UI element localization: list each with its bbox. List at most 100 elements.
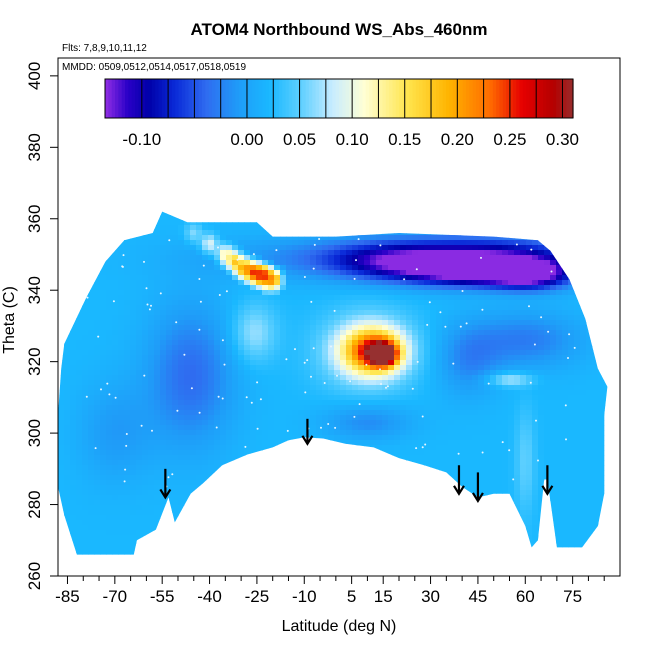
heatmap-cell <box>184 215 191 221</box>
heatmap-cell <box>352 385 359 391</box>
heatmap-cell <box>220 250 227 256</box>
heatmap-cell <box>616 320 623 326</box>
heatmap-cell <box>196 275 203 281</box>
heatmap-cell <box>334 280 341 286</box>
heatmap-cell <box>610 400 617 406</box>
heatmap-cell <box>478 375 485 381</box>
heatmap-cell <box>160 295 167 301</box>
heatmap-cell <box>334 385 341 391</box>
heatmap-cell <box>376 350 383 356</box>
heatmap-cell <box>298 350 305 356</box>
heatmap-cell <box>286 360 293 366</box>
heatmap-cell <box>520 211 527 216</box>
heatmap-cell <box>256 315 263 321</box>
heatmap-cell <box>322 225 329 231</box>
heatmap-cell <box>94 300 101 306</box>
heatmap-cell <box>592 215 599 221</box>
heatmap-cell <box>226 390 233 396</box>
heatmap-cell <box>568 445 575 451</box>
heatmap-cell <box>526 295 533 301</box>
heatmap-cell <box>262 445 269 451</box>
heatmap-cell <box>232 305 239 311</box>
heatmap-cell <box>190 440 197 446</box>
heatmap-cell <box>394 230 401 236</box>
heatmap-cell <box>370 220 377 226</box>
heatmap-cell <box>172 340 179 346</box>
heatmap-cell <box>286 295 293 301</box>
heatmap-cell <box>214 215 221 221</box>
heatmap-cell <box>472 335 479 341</box>
heatmap-cell <box>286 260 293 266</box>
heatmap-cell <box>184 460 191 466</box>
heatmap-cell <box>496 230 503 236</box>
heatmap-cell <box>136 260 143 266</box>
heatmap-cell <box>382 280 389 286</box>
heatmap-cell <box>196 270 203 276</box>
heatmap-cell <box>196 390 203 396</box>
heatmap-cell <box>526 310 533 316</box>
heatmap-cell <box>166 445 173 451</box>
heatmap-cell <box>592 435 599 441</box>
heatmap-cell <box>130 330 137 336</box>
heatmap-cell <box>220 285 227 291</box>
heatmap-cell <box>490 355 497 361</box>
heatmap-cell <box>286 420 293 426</box>
heatmap-cell <box>208 350 215 356</box>
heatmap-cell <box>226 295 233 301</box>
heatmap-cell <box>136 335 143 341</box>
heatmap-cell <box>154 365 161 371</box>
heatmap-cell <box>538 270 545 276</box>
heatmap-cell <box>394 240 401 246</box>
heatmap-cell <box>184 350 191 356</box>
heatmap-cell <box>352 420 359 426</box>
heatmap-cell <box>352 365 359 371</box>
heatmap-cell <box>478 430 485 436</box>
heatmap-cell <box>262 405 269 411</box>
heatmap-cell <box>214 415 221 421</box>
heatmap-cell <box>496 420 503 426</box>
heatmap-cell <box>94 305 101 311</box>
heatmap-cell <box>346 240 353 246</box>
heatmap-cell <box>472 225 479 231</box>
heatmap-cell <box>478 370 485 376</box>
heatmap-cell <box>394 415 401 421</box>
heatmap-cell <box>532 400 539 406</box>
heatmap-cell <box>310 245 317 251</box>
heatmap-cell <box>70 445 77 451</box>
heatmap-cell <box>106 460 113 466</box>
heatmap-cell <box>544 350 551 356</box>
heatmap-cell <box>382 255 389 261</box>
heatmap-cell <box>226 325 233 331</box>
heatmap-cell <box>220 380 227 386</box>
heatmap-cell <box>466 350 473 356</box>
heatmap-cell <box>292 315 299 321</box>
heatmap-cell <box>358 255 365 261</box>
heatmap-cell <box>556 350 563 356</box>
heatmap-cell <box>520 290 527 296</box>
heatmap-cell <box>148 445 155 451</box>
heatmap-cell <box>226 305 233 311</box>
heatmap-cell <box>232 290 239 296</box>
heatmap-cell <box>592 230 599 236</box>
heatmap-cell <box>502 290 509 296</box>
heatmap-cell <box>238 415 245 421</box>
heatmap-cell <box>388 245 395 251</box>
heatmap-cell <box>262 305 269 311</box>
heatmap-cell <box>184 380 191 386</box>
heatmap-cell <box>370 275 377 281</box>
heatmap-cell <box>550 325 557 331</box>
heatmap-cell <box>226 420 233 426</box>
heatmap-cell <box>190 435 197 441</box>
heatmap-cell <box>100 360 107 366</box>
heatmap-cell <box>58 225 65 231</box>
heatmap-cell <box>166 285 173 291</box>
heatmap-cell <box>130 430 137 436</box>
heatmap-cell <box>268 415 275 421</box>
heatmap-cell <box>550 355 557 361</box>
heatmap-cell <box>148 250 155 256</box>
heatmap-cell <box>370 445 377 451</box>
heatmap-cell <box>514 360 521 366</box>
heatmap-cell <box>208 260 215 266</box>
heatmap-cell <box>76 470 83 476</box>
heatmap-cell <box>166 280 173 286</box>
